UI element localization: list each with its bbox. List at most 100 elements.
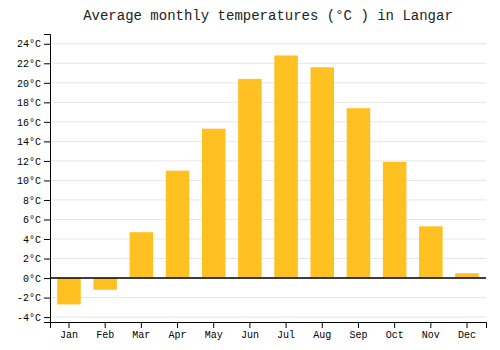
x-tick-label: Sep — [349, 330, 367, 341]
x-tick-label: Jul — [277, 330, 295, 341]
grid-line — [50, 219, 486, 220]
grid-line — [50, 43, 486, 44]
title: Average monthly temperatures (°C ) in La… — [83, 8, 453, 24]
y-tick-label: 16°C — [17, 118, 41, 129]
y-tick: 6°C — [23, 215, 50, 226]
y-tick-mark — [44, 44, 50, 45]
x-tick: Nov — [422, 322, 440, 341]
x-tick-label: Apr — [169, 330, 187, 341]
x-tick: Jun — [241, 322, 259, 341]
bar — [130, 232, 154, 278]
bar — [311, 67, 335, 278]
y-tick-label: 4°C — [23, 235, 41, 246]
chart: Average monthly temperatures (°C ) in La… — [0, 0, 500, 350]
y-tick: -2°C — [17, 293, 50, 304]
y-tick-mark — [44, 141, 50, 142]
y-tick: 20°C — [17, 79, 50, 90]
x-tick-label: Aug — [313, 330, 331, 341]
grid-line — [50, 199, 486, 200]
x-tick-label: Dec — [458, 330, 476, 341]
x-tick-mark — [358, 322, 359, 328]
x-tick-mark — [322, 322, 323, 328]
y-tick-label: 24°C — [17, 39, 41, 50]
bar — [202, 129, 226, 278]
grid-line — [50, 180, 486, 181]
x-tick-mark — [430, 322, 431, 328]
x-tick-mark — [213, 322, 214, 328]
x-tick: Feb — [96, 322, 114, 341]
y-tick: 16°C — [17, 118, 50, 129]
y-tick-label: 18°C — [17, 98, 41, 109]
bars — [50, 55, 486, 304]
x-tick-label: Oct — [386, 330, 404, 341]
grid-line — [50, 317, 486, 318]
bar — [238, 79, 262, 278]
grid-line — [50, 121, 486, 122]
y-tick: 10°C — [17, 176, 50, 187]
y-tick-mark — [44, 259, 50, 260]
y-tick-mark — [44, 180, 50, 181]
x-tick-mark — [467, 322, 468, 328]
x-tick-mark — [68, 322, 69, 328]
y-tick-mark — [44, 239, 50, 240]
grid — [50, 44, 486, 317]
y-tick-label: 14°C — [17, 137, 41, 148]
x-tick-mark — [249, 322, 250, 328]
x-tick-mark — [286, 322, 287, 328]
bar — [93, 278, 117, 290]
bar — [166, 171, 190, 278]
x-tick-label: Jan — [60, 330, 78, 341]
y-tick: 24°C — [17, 39, 50, 50]
y-tick-mark — [44, 102, 50, 103]
grid-line — [50, 297, 486, 298]
x-tick: May — [205, 322, 223, 341]
y-tick: 8°C — [23, 196, 50, 207]
y-tick: 4°C — [23, 235, 50, 246]
plot: -4°C -2°C 0°C 2°C 4°C 6°C 8°C 10°C 12°C 14°C 16°C 1… — [17, 35, 487, 342]
y-tick-label: 22°C — [17, 59, 41, 70]
y-tick-label: 20°C — [17, 79, 41, 90]
grid-line — [50, 102, 486, 103]
x-tick: Oct — [386, 322, 404, 341]
y-axis-line — [44, 35, 51, 323]
y-tick: 22°C — [17, 59, 50, 70]
y-tick-mark — [44, 317, 50, 318]
x-tick-mark — [177, 322, 178, 328]
x-tick: Mar — [132, 322, 150, 341]
y-tick-mark — [44, 161, 50, 162]
y-tick-label: 12°C — [17, 157, 41, 168]
y-tick-mark — [44, 63, 50, 64]
y-tick-mark — [44, 219, 50, 220]
x-tick-mark — [394, 322, 395, 328]
y-tick-label: -2°C — [17, 293, 41, 304]
x-axis: Jan Feb Mar Apr May Jun Jul Aug Sep Oct Nov Dec — [51, 322, 487, 341]
bar — [419, 226, 443, 278]
grid-line — [50, 278, 486, 279]
y-tick: 2°C — [23, 254, 50, 265]
y-tick-label: -4°C — [17, 313, 41, 324]
x-tick-label: Feb — [96, 330, 114, 341]
x-tick-label: May — [205, 330, 223, 341]
y-tick-mark — [44, 83, 50, 84]
y-tick-mark — [44, 298, 50, 299]
x-axis-line — [51, 323, 487, 329]
bar — [347, 108, 371, 278]
bar — [383, 162, 407, 278]
x-tick: Jul — [277, 322, 295, 341]
x-tick-mark — [141, 322, 142, 328]
y-tick-label: 10°C — [17, 176, 41, 187]
bar — [57, 278, 81, 304]
grid-line — [50, 160, 486, 161]
grid-line — [50, 141, 486, 142]
y-tick-label: 0°C — [23, 274, 41, 285]
y-tick: 0°C — [23, 274, 50, 285]
grid-line — [50, 63, 486, 64]
bar — [274, 55, 298, 278]
x-tick-label: Jun — [241, 330, 259, 341]
x-tick: Dec — [458, 322, 476, 341]
x-tick: Jan — [60, 322, 78, 341]
y-tick-label: 6°C — [23, 215, 41, 226]
y-tick: 14°C — [17, 137, 50, 148]
y-tick-mark — [44, 200, 50, 201]
y-axis: -4°C -2°C 0°C 2°C 4°C 6°C 8°C 10°C 12°C 14°C 16°C 1… — [17, 35, 51, 324]
